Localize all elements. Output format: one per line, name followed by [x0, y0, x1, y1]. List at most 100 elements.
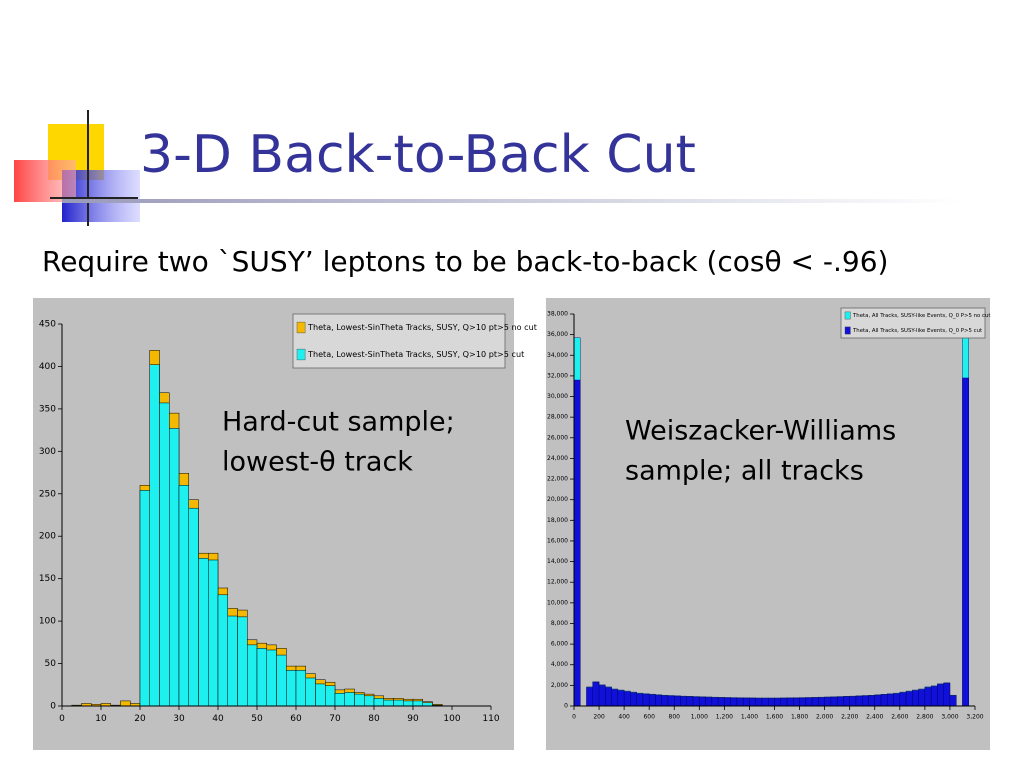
histogram-bar — [843, 696, 850, 707]
histogram-bar — [422, 702, 433, 707]
histogram-bar — [780, 698, 788, 707]
legend-label: Theta, Lowest-SinTheta Tracks, SUSY, Q>1… — [307, 322, 537, 332]
histogram-bar — [149, 364, 160, 707]
legend-swatch — [844, 311, 851, 320]
histogram-bar — [611, 689, 619, 707]
x-tick-label: 3,000 — [941, 714, 958, 721]
histogram-bar — [749, 698, 756, 707]
y-tick-label: 400 — [39, 362, 56, 372]
histogram-bar — [276, 654, 287, 707]
histogram-bar — [830, 696, 838, 707]
slide-title: 3-D Back-to-Back Cut — [140, 125, 696, 185]
histogram-bar — [793, 697, 800, 707]
histogram-bar — [237, 616, 248, 707]
x-tick-label: 2,200 — [841, 714, 858, 721]
histogram-bar — [811, 697, 819, 707]
histogram-bar — [742, 697, 750, 707]
legend-box — [292, 313, 506, 369]
histogram-bar — [159, 402, 170, 707]
y-tick-label: 30,000 — [547, 393, 568, 400]
histogram-bar — [730, 697, 738, 707]
x-tick-label: 1,800 — [791, 714, 808, 721]
histogram-bar — [949, 695, 957, 707]
histogram-bar — [667, 695, 675, 707]
histogram-bar — [295, 670, 306, 707]
title-rule — [62, 199, 962, 203]
legend-label: Theta, Lowest-SinTheta Tracks, SUSY, Q>1… — [307, 349, 524, 359]
histogram-bar — [412, 700, 423, 707]
y-tick-label: 32,000 — [547, 372, 568, 379]
y-tick-label: 0 — [50, 702, 56, 712]
histogram-bar — [256, 648, 267, 707]
x-tick-label: 800 — [669, 714, 681, 721]
histogram-bar — [943, 683, 951, 707]
histogram-bar — [344, 692, 355, 707]
histogram-bar — [818, 697, 825, 707]
x-tick-label: 30 — [173, 714, 185, 724]
histogram-bar — [674, 696, 681, 707]
histogram-bar — [705, 697, 713, 707]
histogram-bar — [736, 697, 744, 707]
x-tick-label: 90 — [407, 714, 419, 724]
histogram-bar — [862, 695, 869, 707]
histogram-bar — [686, 696, 694, 707]
histogram-bar — [623, 691, 631, 707]
histogram-bar — [786, 697, 794, 707]
histogram-bar — [692, 696, 700, 707]
y-tick-label: 100 — [39, 617, 56, 627]
y-tick-label: 150 — [39, 574, 56, 584]
histogram-bar — [208, 559, 219, 707]
y-tick-label: 300 — [39, 447, 56, 457]
histogram-bar — [880, 694, 888, 707]
histogram-bar — [630, 692, 637, 707]
x-tick-label: 1,600 — [766, 714, 783, 721]
histogram-bar — [855, 696, 863, 707]
y-tick-label: 250 — [39, 489, 56, 499]
y-tick-label: 16,000 — [547, 537, 568, 544]
y-tick-label: 6,000 — [551, 641, 568, 648]
y-tick-label: 24,000 — [547, 455, 568, 462]
y-tick-label: 0 — [564, 703, 568, 710]
annotation: Hard-cut sample; — [222, 407, 455, 438]
y-tick-label: 34,000 — [547, 352, 568, 359]
histogram-bar — [774, 698, 781, 707]
y-tick-label: 4,000 — [551, 661, 568, 668]
histogram-bar — [711, 697, 719, 707]
annotation: lowest-θ track — [222, 447, 413, 478]
histogram-bar — [768, 698, 775, 707]
histogram-bar — [655, 694, 662, 707]
y-tick-label: 28,000 — [547, 414, 568, 421]
histogram-bar — [918, 689, 926, 707]
histogram-bar — [617, 690, 625, 707]
y-tick-label: 50 — [45, 659, 57, 669]
legend-box — [840, 307, 986, 339]
y-tick-label: 38,000 — [547, 311, 568, 318]
histogram-bar — [699, 696, 706, 707]
histogram-bar — [217, 594, 228, 707]
x-tick-label: 20 — [134, 714, 146, 724]
x-tick-label: 3,200 — [966, 714, 983, 721]
histogram-bar — [905, 691, 913, 707]
legend-label: Theta, All Tracks, SUSY-like Events, Q_0… — [852, 328, 982, 334]
x-tick-label: 2,800 — [916, 714, 933, 721]
annotation: Weiszacker-Williams — [625, 416, 896, 447]
histogram-bar — [799, 697, 807, 707]
histogram-bar — [824, 697, 832, 707]
histogram-bar — [120, 700, 131, 707]
histogram-bar — [315, 683, 326, 707]
histogram-bar — [393, 699, 404, 707]
histogram-bar — [805, 697, 813, 707]
histogram-bar — [305, 677, 316, 707]
y-tick-label: 36,000 — [547, 331, 568, 338]
y-tick-label: 350 — [39, 404, 56, 414]
histogram-bar — [930, 686, 938, 707]
histogram-bar — [642, 693, 650, 707]
y-tick-label: 14,000 — [547, 558, 568, 565]
y-tick-label: 26,000 — [547, 434, 568, 441]
x-tick-label: 50 — [251, 714, 263, 724]
y-tick-label: 2,000 — [551, 682, 568, 689]
histogram-bar — [874, 694, 882, 707]
histogram-bar — [887, 693, 894, 707]
histogram-bar — [334, 693, 345, 707]
legend-swatch — [296, 321, 306, 334]
